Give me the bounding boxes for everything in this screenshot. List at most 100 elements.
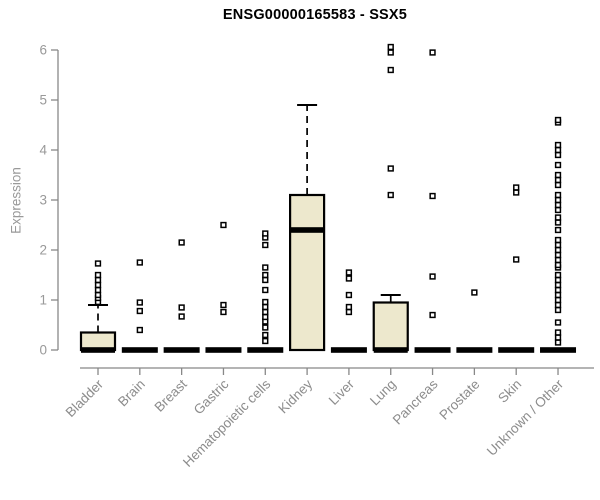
y-tick-label: 3: [39, 193, 47, 208]
outlier-point: [94, 286, 102, 294]
y-tick-label: 0: [39, 343, 47, 358]
outlier-point: [262, 331, 269, 339]
outlier-point: [554, 196, 562, 204]
outlier-point: [554, 281, 562, 289]
outlier-point: [136, 299, 143, 306]
outlier-point: [554, 191, 562, 199]
x-category-label: Liver: [326, 376, 358, 408]
outlier-point: [94, 291, 102, 299]
box-lung: [372, 301, 409, 352]
median-liver: [330, 347, 367, 353]
outlier-point: [136, 307, 143, 315]
outlier-point: [471, 289, 478, 296]
outlier-point: [387, 191, 394, 199]
outlier-point: [345, 269, 353, 276]
outlier-point: [429, 49, 436, 56]
outlier-point: [554, 301, 562, 309]
outlier-point: [554, 296, 562, 304]
y-tick-label: 4: [39, 143, 47, 158]
y-tick-label: 2: [39, 243, 47, 258]
outlier-point: [94, 260, 102, 267]
outlier-point: [220, 301, 227, 309]
median-pancreas: [414, 347, 451, 353]
outlier-point: [345, 303, 353, 311]
y-tick-label: 5: [39, 93, 47, 108]
outlier-point: [554, 286, 562, 294]
median-unknown-other: [540, 347, 577, 353]
outlier-point: [262, 337, 269, 345]
outlier-point: [554, 181, 562, 189]
outlier-point: [387, 49, 394, 56]
outlier-point: [513, 189, 520, 196]
outlier-point: [554, 241, 562, 249]
x-category-label: Lung: [367, 377, 399, 409]
outlier-point: [554, 206, 562, 214]
outlier-point: [554, 146, 562, 154]
outlier-point: [554, 246, 562, 254]
median-skin: [498, 347, 535, 353]
outlier-point: [554, 276, 562, 284]
y-tick-label: 6: [39, 43, 47, 58]
outlier-point: [554, 256, 562, 264]
outlier-point: [554, 319, 562, 326]
outlier-point: [262, 298, 269, 306]
x-category-label: Breast: [152, 376, 190, 414]
median-brain: [121, 347, 158, 353]
outlier-point: [429, 273, 436, 280]
outlier-point: [94, 271, 102, 279]
median-kidney: [290, 227, 325, 233]
outlier-point: [345, 275, 353, 282]
outlier-point: [554, 236, 562, 244]
outlier-point: [554, 201, 562, 209]
outlier-point: [387, 165, 394, 172]
x-category-label: Gastric: [191, 376, 232, 417]
outlier-point: [554, 141, 562, 149]
outlier-point: [136, 326, 143, 334]
x-category-label: Prostate: [436, 377, 482, 423]
outlier-point: [554, 176, 562, 184]
outlier-point: [262, 308, 269, 316]
outlier-point: [345, 291, 353, 299]
outlier-point: [554, 251, 562, 259]
outlier-point: [136, 259, 143, 266]
outlier-point: [178, 239, 185, 246]
x-category-label: Pancreas: [390, 376, 441, 427]
outlier-point: [220, 221, 227, 229]
median-bladder: [81, 347, 115, 353]
y-tick-label: 1: [39, 293, 47, 308]
outlier-point: [554, 334, 562, 341]
outlier-point: [554, 339, 562, 346]
outlier-point: [429, 192, 436, 200]
outlier-point: [513, 256, 520, 263]
outlier-point: [220, 308, 227, 316]
outlier-point: [262, 313, 269, 321]
outlier-point: [262, 230, 269, 237]
x-category-label: Bladder: [63, 376, 107, 420]
outlier-point: [554, 291, 562, 299]
outlier-point: [513, 184, 520, 191]
box-kidney: [289, 193, 326, 352]
outlier-point: [554, 306, 562, 314]
outlier-point: [345, 308, 353, 316]
outlier-point: [262, 324, 269, 331]
outlier-point: [554, 116, 562, 124]
outlier-point: [262, 303, 269, 311]
x-category-label: Brain: [115, 377, 148, 410]
x-category-label: Unknown / Other: [484, 376, 567, 459]
outlier-point: [262, 276, 269, 284]
outlier-point: [554, 214, 562, 221]
outlier-point: [554, 271, 562, 279]
outlier-point: [554, 161, 562, 169]
chart-title: ENSG00000165583 - SSX5: [222, 7, 408, 23]
x-category-label: Kidney: [275, 376, 315, 416]
median-gastric: [205, 347, 242, 353]
outlier-point: [94, 281, 102, 289]
outlier-point: [94, 276, 102, 284]
x-category-label: Skin: [495, 377, 524, 406]
outlier-point: [387, 43, 394, 51]
outlier-point: [178, 313, 185, 320]
median-breast: [163, 347, 200, 353]
outlier-point: [429, 311, 436, 319]
